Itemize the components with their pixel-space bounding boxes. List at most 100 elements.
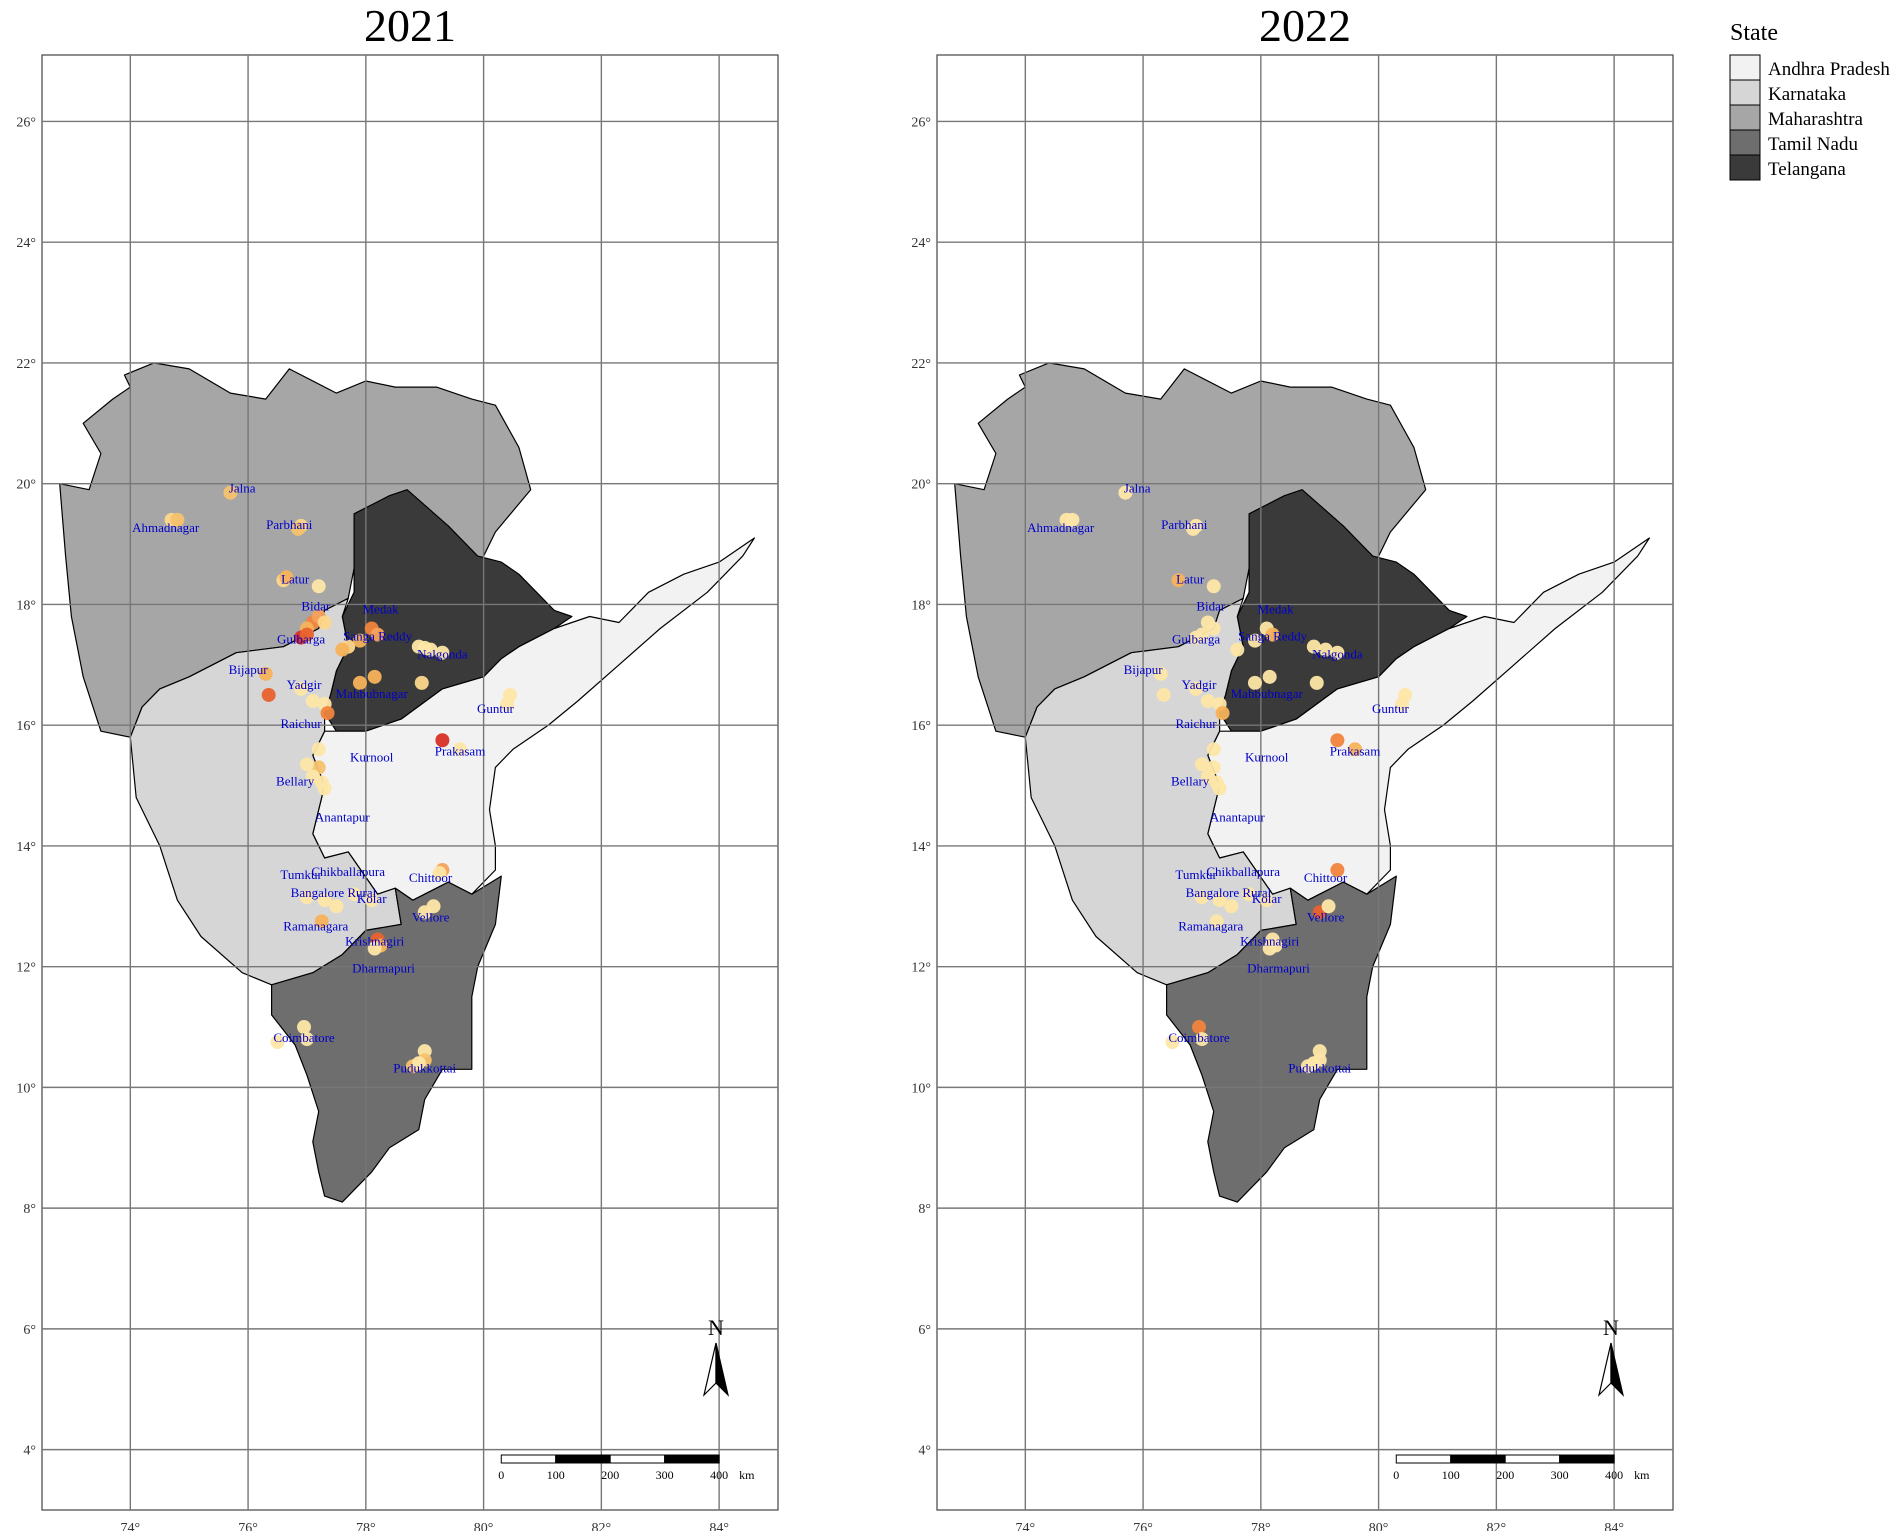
scale-bar-segment — [1395, 1454, 1452, 1464]
city-label: Sanga Reddy — [1238, 629, 1307, 644]
city-label: Anantapur — [1210, 810, 1266, 825]
occurrence-point — [294, 681, 309, 696]
y-tick-label: 26° — [16, 115, 36, 130]
city-label: Coimbatore — [1168, 1030, 1230, 1045]
city-label: Guntur — [1372, 701, 1410, 716]
city-label: Raichur — [280, 716, 322, 731]
occurrence-point — [329, 899, 344, 914]
map-panel-2022: 2022 74° 76° 78° 80° 82° 84° 4° 6° 8° 10° 12° 14° 16°… — [911, 0, 1674, 1531]
occurrence-point — [1200, 693, 1215, 708]
occurrence-point — [317, 615, 332, 630]
city-label: Gulbarga — [1172, 632, 1220, 647]
city-label: Jalna — [229, 481, 256, 496]
city-label: Tumkur — [1175, 867, 1217, 882]
city-label: Mahbubnagar — [1231, 686, 1304, 701]
occurrence-point — [1212, 893, 1227, 908]
city-label: Raichur — [1175, 716, 1217, 731]
city-label: Anantapur — [315, 810, 371, 825]
scale-bar-label: 100 — [1442, 1468, 1460, 1482]
occurrence-point — [1194, 890, 1209, 905]
city-label: Ahmadnagar — [132, 520, 200, 535]
city-label: Bidar — [1196, 598, 1226, 613]
city-label: Vellore — [412, 909, 450, 924]
occurrence-point — [352, 633, 367, 648]
y-tick-label: 24° — [16, 236, 36, 251]
occurrence-point — [1309, 675, 1324, 690]
occurrence-point — [1247, 675, 1262, 690]
occurrence-point — [1230, 642, 1245, 657]
city-label: Kurnool — [350, 749, 394, 764]
scale-bar-segment — [1450, 1454, 1506, 1464]
occurrence-point — [370, 627, 385, 642]
city-label: Bellary — [1171, 774, 1210, 789]
x-tick-label: 84° — [1604, 1521, 1624, 1531]
y-tick-label: 6° — [918, 1323, 931, 1338]
y-tick-label: 8° — [23, 1202, 36, 1217]
city-label: Parbhani — [266, 517, 313, 532]
occurrence-point — [1330, 645, 1345, 660]
legend: State Andhra Pradesh Karnataka Maharasht… — [1729, 20, 1890, 181]
y-tick-label: 12° — [16, 961, 36, 976]
occurrence-point — [432, 866, 447, 881]
city-label: Pudukkottai — [1288, 1060, 1351, 1075]
city-label: Nalgonda — [417, 647, 468, 662]
y-tick-label: 22° — [16, 357, 36, 372]
occurrence-point — [1153, 666, 1168, 681]
occurrence-point — [417, 640, 432, 655]
city-label: Mahbubnagar — [336, 686, 409, 701]
city-label: Ramanagara — [1178, 918, 1243, 933]
occurrence-point — [1330, 733, 1345, 748]
legend-label-tamil-nadu: Tamil Nadu — [1768, 134, 1858, 155]
city-label: Guntur — [477, 701, 515, 716]
city-label: Yadgir — [287, 677, 322, 692]
city-label: Chittoor — [409, 870, 453, 885]
occurrence-point — [311, 742, 326, 757]
legend-label-karnataka: Karnataka — [1768, 84, 1847, 105]
scale-bar-label: 100 — [547, 1468, 565, 1482]
occurrence-point — [1194, 1032, 1209, 1047]
occurrence-point — [1206, 579, 1221, 594]
scale-bar-unit: km — [739, 1468, 755, 1482]
occurrence-point — [1118, 485, 1133, 500]
y-tick-label: 18° — [16, 598, 36, 613]
x-tick-label: 78° — [1251, 1521, 1271, 1531]
occurrence-point — [1209, 914, 1224, 929]
occurrence-point — [1215, 706, 1230, 721]
occurrence-point — [320, 706, 335, 721]
city-label: Bellary — [276, 774, 315, 789]
occurrence-point — [170, 512, 185, 527]
occurrence-point — [299, 890, 314, 905]
north-arrow-label: N — [1603, 1315, 1619, 1340]
occurrence-point — [299, 627, 314, 642]
scale-bar-segment — [664, 1454, 720, 1464]
occurrence-point — [311, 579, 326, 594]
scale-bar-label: 0 — [1393, 1468, 1399, 1482]
legend-swatch-telangana — [1729, 154, 1761, 181]
occurrence-point — [1330, 863, 1345, 878]
y-tick-label: 20° — [911, 478, 931, 493]
scale-bar-label: 200 — [601, 1468, 619, 1482]
y-tick-label: 22° — [911, 357, 931, 372]
x-tick-label: 74° — [121, 1521, 141, 1531]
map-panel-2021: 2021 74° 76° 78° 80° 82° 84° 4° 6° 8° 10° 12° 14° 16°… — [16, 0, 779, 1531]
city-label: Prakasam — [435, 743, 486, 758]
city-label: Ahmadnagar — [1027, 520, 1095, 535]
scale-bar-unit: km — [1634, 1468, 1650, 1482]
city-label: Yadgir — [1182, 677, 1217, 692]
scale-bar-segment — [1559, 1454, 1615, 1464]
x-tick-label: 80° — [474, 1521, 494, 1531]
city-label: Krishnagiri — [1240, 934, 1300, 949]
x-tick-label: 82° — [592, 1521, 612, 1531]
y-tick-label: 16° — [16, 719, 36, 734]
scale-bar-segment — [1504, 1454, 1561, 1464]
occurrence-point — [352, 675, 367, 690]
occurrence-point — [1306, 1056, 1321, 1071]
city-label: Prakasam — [1330, 743, 1381, 758]
city-label: Nalgonda — [1312, 647, 1363, 662]
occurrence-point — [317, 781, 332, 796]
occurrence-point — [1206, 742, 1221, 757]
y-tick-label: 16° — [911, 719, 931, 734]
x-tick-label: 84° — [709, 1521, 729, 1531]
state-tamil-nadu — [1166, 875, 1397, 1203]
